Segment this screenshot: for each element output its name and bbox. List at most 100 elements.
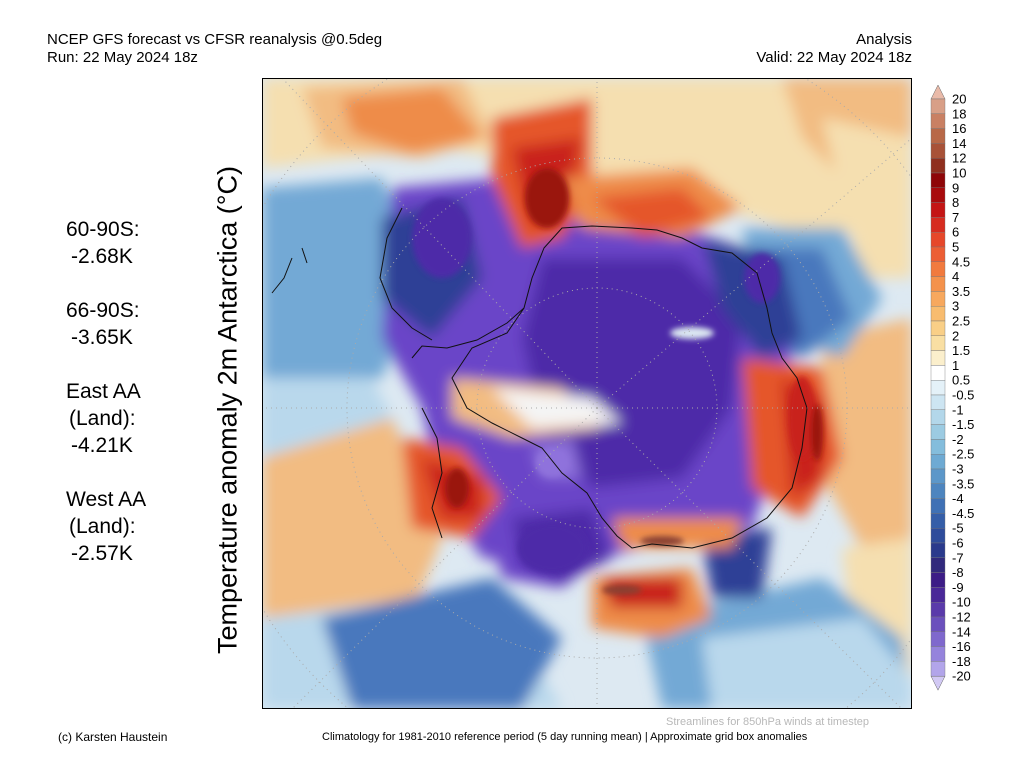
new-zealand-coastline [271, 247, 308, 294]
colorbar-tick-label: 5 [952, 240, 959, 255]
colorbar-swatch [930, 572, 946, 588]
colorbar-tick-label: 18 [952, 106, 966, 121]
colorbar-tick-label: -0.5 [952, 388, 974, 403]
colorbar-tick-label: 2.5 [952, 314, 970, 329]
stat-value: -4.21K [71, 434, 133, 457]
anomaly-region [788, 376, 816, 460]
climatology-note: Climatology for 1981-2010 reference peri… [322, 731, 808, 743]
colorbar-swatch [930, 113, 946, 129]
colorbar-swatch [930, 454, 946, 470]
colorbar-tick-label: -2.5 [952, 447, 974, 462]
colorbar-tick-label: 6 [952, 225, 959, 240]
colorbar-swatch [930, 380, 946, 396]
colorbar-swatch [930, 365, 946, 381]
colorbar-swatch [930, 631, 946, 647]
valid-time: Valid: 22 May 2024 18z [756, 49, 912, 66]
colorbar-swatch [930, 305, 946, 322]
stat-sublabel: (Land): [69, 407, 136, 430]
colorbar-tick-label: -8 [952, 565, 964, 580]
colorbar-tick-label: 3 [952, 299, 959, 314]
colorbar-tick-label: 4 [952, 269, 959, 284]
colorbar-swatch [930, 98, 946, 115]
anomaly-map [262, 78, 912, 709]
colorbar-swatch [930, 587, 946, 603]
anomaly-region [517, 523, 587, 573]
colorbar-tick-label: 10 [952, 166, 966, 181]
anomaly-region [525, 168, 569, 228]
anomaly-region [262, 418, 442, 638]
anomaly-region [822, 318, 912, 548]
anomaly-field-broad [262, 78, 912, 709]
colorbar-tick-label: 4.5 [952, 254, 970, 269]
colorbar-tick-label: -14 [952, 624, 971, 639]
stat-label: 60-90S: [66, 218, 140, 241]
colorbar-swatch [930, 202, 946, 218]
stat-60-90s: 60-90S: -2.68K [66, 216, 146, 270]
region-stats: 60-90S: -2.68K 66-90S: -3.65K East AA (L… [66, 216, 146, 594]
colorbar-swatch [930, 231, 946, 248]
colorbar-swatch [930, 128, 946, 144]
chart-title: NCEP GFS forecast vs CFSR reanalysis @0.… [47, 31, 383, 48]
anomaly-region [744, 253, 780, 303]
colorbar-tick-label: -9 [952, 580, 964, 595]
colorbar-tick-label: -7 [952, 550, 964, 565]
colorbar-swatch [930, 320, 946, 337]
anomaly-region [412, 198, 472, 278]
anomaly-region [322, 578, 562, 709]
anomaly-region [702, 618, 912, 709]
colorbar-swatch [930, 424, 946, 440]
stat-label: West AA [66, 488, 147, 511]
stat-label: 66-90S: [66, 299, 140, 322]
colorbar-swatch [930, 246, 946, 263]
colorbar-swatch [930, 557, 946, 573]
colorbar-tick-label: 12 [952, 151, 966, 166]
stat-value: -2.57K [71, 542, 133, 565]
colorbar-swatch [930, 661, 946, 677]
anomaly-region [670, 327, 714, 339]
anomaly-region [640, 536, 684, 546]
colorbar-swatch [930, 542, 946, 559]
colorbar-tick-label: 20 [952, 92, 966, 107]
colorbar-tick-label: 0.5 [952, 373, 970, 388]
colorbar-tick-label: -4 [952, 491, 964, 506]
colorbar-tick-label: 3.5 [952, 284, 970, 299]
colorbar-swatch [930, 335, 946, 351]
colorbar-tick-label: -1 [952, 402, 964, 417]
colorbar-swatch [930, 483, 946, 499]
colorbar-swatch [930, 172, 946, 189]
colorbar-swatch [930, 602, 946, 618]
analysis-label: Analysis [856, 31, 912, 48]
header-left: NCEP GFS forecast vs CFSR reanalysis @0.… [47, 31, 382, 67]
anomaly-region [602, 585, 642, 595]
colorbar-tick-label: -10 [952, 595, 971, 610]
colorbar-labels: 201816141210987654.543.532.521.510.5-0.5… [952, 92, 974, 684]
anomaly-region [536, 449, 568, 477]
colorbar-tick-label: -3.5 [952, 476, 974, 491]
colorbar-tick-label: -1.5 [952, 417, 974, 432]
anomaly-region [822, 118, 912, 278]
colorbar-swatch [930, 646, 946, 662]
colorbar-swatch [930, 276, 946, 292]
colorbar: 201816141210987654.543.532.521.510.5-0.5… [930, 84, 974, 691]
antarctica-coastline [451, 225, 808, 549]
colorbar-swatch [930, 350, 946, 366]
south-america-coastline [379, 207, 433, 341]
colorbar-swatch [930, 439, 946, 455]
map-frame [262, 78, 912, 709]
colorbar-min-arrow [930, 675, 946, 691]
meridian-line [281, 78, 598, 409]
anomaly-region [342, 88, 482, 153]
colorbar-tick-label: 14 [952, 136, 966, 151]
colorbar-swatch [930, 291, 946, 307]
colorbar-swatch [930, 498, 946, 514]
colorbar-tick-label: -18 [952, 654, 971, 669]
colorbar-tick-label: 2 [952, 328, 959, 343]
colorbar-swatch [930, 468, 946, 485]
anomaly-field-fine [412, 168, 823, 595]
colorbar-tick-label: -20 [952, 669, 971, 684]
colorbar-swatch [930, 616, 946, 633]
colorbar-tick-label: -2 [952, 432, 964, 447]
colorbar-tick-label: -3 [952, 462, 964, 477]
australia-coastline [421, 407, 443, 539]
colorbar-swatch [930, 261, 946, 277]
